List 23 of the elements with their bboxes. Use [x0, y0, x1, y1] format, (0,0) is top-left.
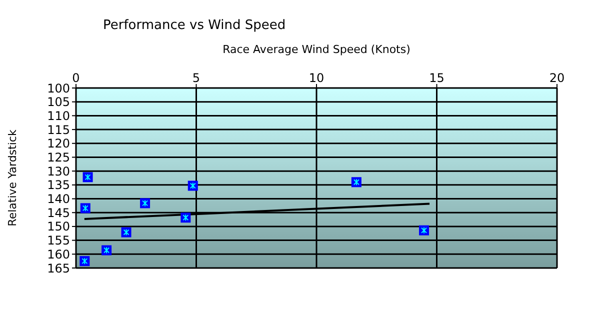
y-axis-title: Relative Yardstick: [6, 129, 19, 226]
point: [419, 225, 430, 236]
y-tick-label: 155: [47, 234, 70, 248]
chart-title: Performance vs Wind Speed: [103, 18, 286, 33]
y-tick-label: 120: [47, 136, 70, 151]
y-tick-label: 100: [47, 81, 70, 96]
y-tick-label: 130: [47, 164, 70, 178]
y-tick-label: 145: [47, 206, 70, 220]
y-tick-label: 150: [47, 220, 70, 234]
y-tick-label: 140: [47, 192, 70, 206]
y-tick-label: 110: [47, 108, 70, 123]
y-tick-label: 105: [47, 95, 70, 110]
x-tick-label: 15: [429, 71, 444, 85]
x-tick-label: 0: [72, 71, 80, 85]
x-tick-label: 10: [308, 71, 324, 85]
x-axis-title: Race Average Wind Speed (Knots): [222, 43, 412, 56]
x-tick-label: 20: [549, 71, 565, 85]
x-tick-label: 5: [192, 71, 200, 85]
y-tick-label: 165: [47, 261, 70, 276]
y-tick-label: 160: [47, 247, 70, 262]
y-tick-label: 125: [47, 150, 70, 164]
y-tick-label: 135: [47, 178, 70, 192]
y-tick-label: 115: [47, 122, 70, 137]
